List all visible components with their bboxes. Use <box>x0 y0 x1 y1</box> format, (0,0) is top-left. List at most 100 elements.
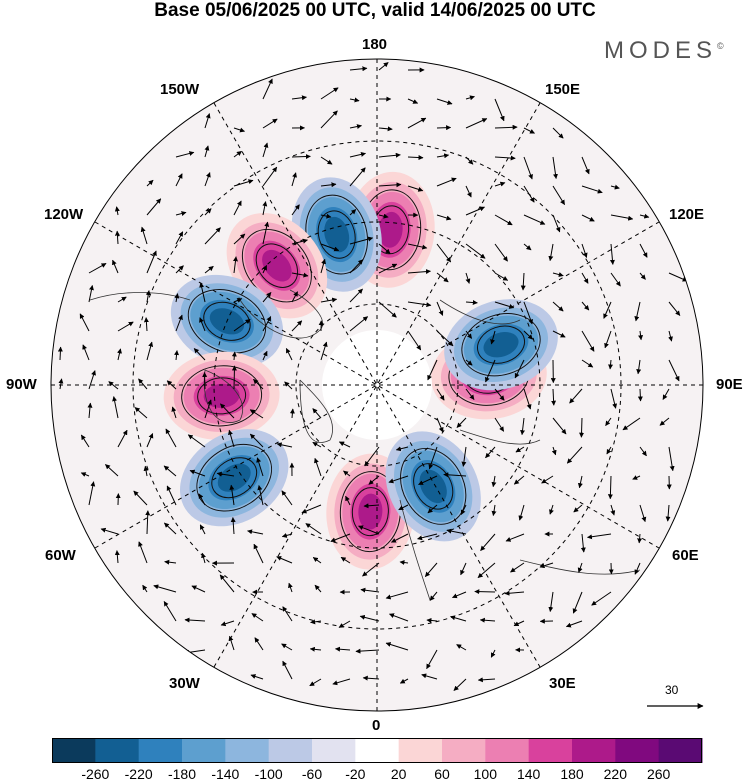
wind-vectors <box>57 62 688 691</box>
wind-vector-arrow <box>312 441 322 448</box>
wind-vector-arrow <box>465 388 475 400</box>
wind-vector-arrow <box>88 284 94 303</box>
colorbar-tick-label: -180 <box>167 766 197 782</box>
wind-vector-arrow <box>407 185 424 192</box>
wind-vector-arrow <box>79 313 90 332</box>
wind-vector-arrow <box>610 388 618 409</box>
colorbar-cell <box>355 738 400 763</box>
wind-vector-arrow <box>639 504 647 523</box>
wind-vector-arrow <box>552 417 567 435</box>
wind-vector-arrow <box>320 156 333 165</box>
wind-vector-arrow <box>581 272 589 284</box>
lon-label-60e: 60E <box>672 547 699 564</box>
wind-vector-arrow <box>436 417 444 433</box>
wind-vector-arrow <box>580 533 586 553</box>
wind-vector-arrow <box>513 475 525 485</box>
wind-vector-arrow <box>349 259 364 274</box>
modes-logo-text: MODES <box>604 37 718 64</box>
wind-vector-arrow <box>523 243 532 251</box>
wind-vector-arrow <box>349 151 367 158</box>
wind-vector-arrow <box>388 475 409 484</box>
wind-vector-arrow <box>199 524 206 535</box>
colorbar-cell <box>658 738 703 763</box>
wind-vector-arrow <box>494 272 509 281</box>
wind-vector-arrow <box>494 124 518 130</box>
wind-vector-arrow <box>581 185 603 194</box>
wind-vector-arrow <box>262 166 278 187</box>
streamfunction-contour <box>317 210 356 259</box>
wind-vector-arrow <box>572 591 583 614</box>
wind-vector-arrow <box>399 560 409 566</box>
wind-vector-arrow <box>262 78 273 100</box>
wind-vector-arrow <box>220 620 235 627</box>
wind-vector-arrow <box>199 317 206 332</box>
wind-vector-arrow <box>117 348 122 361</box>
wind-vector-arrow <box>250 674 264 680</box>
streamfunction-contour <box>196 443 273 512</box>
wind-vector-arrow <box>378 62 389 71</box>
wind-vector-arrow <box>133 490 148 506</box>
colorbar-cell <box>615 738 660 763</box>
wind-vector-arrow <box>291 95 307 101</box>
wind-vector-arrow <box>291 154 311 160</box>
wind-vector-arrow <box>175 231 184 245</box>
wind-vector-arrow <box>378 243 391 254</box>
wind-vector-arrow <box>262 221 270 245</box>
wind-vector-arrow <box>320 341 328 361</box>
wind-vector-arrow <box>88 481 96 506</box>
wind-vector-arrow <box>581 156 590 175</box>
wind-vector-arrow <box>204 172 211 187</box>
wind-vector-arrow <box>460 504 467 515</box>
wind-vector-arrow <box>523 214 546 225</box>
coastlines <box>89 289 641 601</box>
wind-vector-arrow <box>581 330 595 352</box>
wind-vector-arrow <box>143 465 149 477</box>
wind-vector-arrow <box>479 617 496 623</box>
wind-vector-arrow <box>378 126 393 132</box>
wind-vector-arrow <box>436 272 449 283</box>
wind-vector-arrow <box>364 446 380 467</box>
wind-vector-arrow <box>637 533 643 544</box>
wind-vector-arrow <box>314 584 322 593</box>
colorbar-cell <box>485 738 530 763</box>
wind-vector-arrow <box>491 475 497 488</box>
wind-vector-arrow <box>604 330 612 349</box>
wind-vector-arrow <box>291 172 297 187</box>
wind-vector-arrow <box>285 347 293 361</box>
wind-vector-arrow <box>146 198 162 216</box>
wind-vector-arrow <box>174 293 180 303</box>
wind-vector-arrow <box>175 314 183 332</box>
wind-vector-arrow <box>143 317 149 332</box>
wind-vector-arrow <box>216 471 235 477</box>
wind-vector-arrow <box>551 446 557 456</box>
wind-vector-arrow <box>632 475 641 480</box>
wind-vector-arrow <box>436 177 457 187</box>
wind-vector-arrow <box>477 677 496 683</box>
wind-vector-arrow <box>163 601 177 622</box>
wind-vector-arrow <box>254 637 264 651</box>
colorbar-tick-label: -260 <box>81 766 110 782</box>
lon-label-150e: 150E <box>545 81 581 98</box>
wind-vector-arrow <box>407 243 428 250</box>
wind-vector-arrow <box>349 124 362 129</box>
colorbar-tick-label: 180 <box>560 766 584 782</box>
wind-vector-arrow <box>485 446 496 459</box>
wind-vector-arrow <box>607 475 613 500</box>
colorbar-cell <box>572 738 616 763</box>
wind-vector-arrow <box>282 606 293 622</box>
wind-vector-arrow <box>349 66 368 72</box>
wind-vector-arrow <box>88 262 107 274</box>
positive-anomaly-contour <box>358 493 383 530</box>
wind-vector-arrow <box>291 320 303 332</box>
wind-vector-arrow <box>398 504 409 511</box>
wind-vector-arrow <box>523 388 532 410</box>
wind-vector-arrow <box>114 206 120 216</box>
lon-label-30e: 30E <box>549 675 576 692</box>
wind-vector-arrow <box>343 470 351 477</box>
wind-vector-arrow <box>490 330 496 345</box>
wind-vector-arrow <box>140 226 148 245</box>
wind-vector-arrow <box>608 359 614 370</box>
lon-label-120e: 120E <box>669 206 705 223</box>
streamfunction-contour <box>187 289 267 354</box>
wind-vector-arrow <box>552 185 566 206</box>
